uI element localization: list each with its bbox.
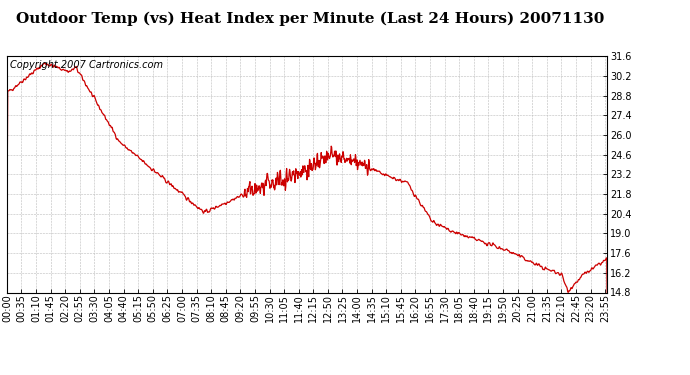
- Text: Copyright 2007 Cartronics.com: Copyright 2007 Cartronics.com: [10, 60, 163, 70]
- Text: Outdoor Temp (vs) Heat Index per Minute (Last 24 Hours) 20071130: Outdoor Temp (vs) Heat Index per Minute …: [17, 11, 604, 26]
